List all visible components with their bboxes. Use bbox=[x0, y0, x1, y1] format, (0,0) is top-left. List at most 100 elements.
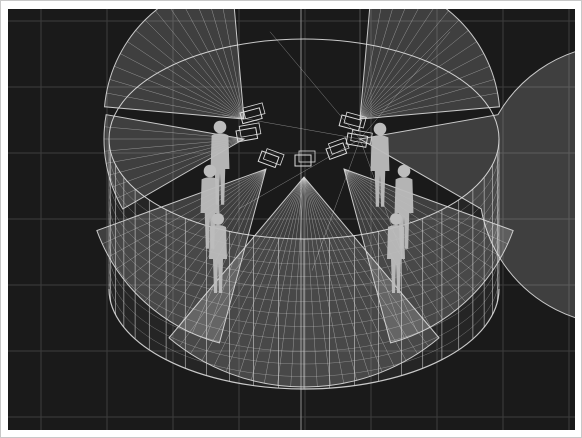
fan-ray bbox=[120, 53, 245, 120]
human-figure-icon[interactable] bbox=[387, 213, 405, 293]
fan-ray bbox=[155, 10, 245, 120]
fan-ray bbox=[127, 41, 245, 120]
fan-ray bbox=[124, 168, 267, 281]
camera-box-front bbox=[235, 126, 259, 143]
fan-ray bbox=[303, 176, 429, 347]
fan-ray bbox=[359, 10, 449, 120]
camera-box-back bbox=[242, 102, 266, 120]
fan-ray bbox=[303, 176, 344, 384]
3d-viewport-canvas[interactable] bbox=[8, 9, 575, 430]
camera-box-icon[interactable] bbox=[235, 122, 262, 143]
fan-ray bbox=[190, 176, 305, 354]
human-figure-icon[interactable] bbox=[370, 122, 390, 207]
fan-ray bbox=[343, 168, 476, 292]
fan-ray bbox=[109, 79, 245, 120]
fan-ray bbox=[134, 168, 267, 292]
figure-head bbox=[203, 164, 217, 178]
human-figure-icon[interactable] bbox=[394, 164, 414, 249]
fan-ray bbox=[359, 9, 393, 120]
fan-ray bbox=[222, 9, 245, 120]
fan-ray bbox=[277, 176, 305, 386]
fan-ray bbox=[135, 30, 245, 120]
fan-ray bbox=[343, 168, 508, 245]
fan-ray bbox=[359, 92, 498, 120]
camera-box-icon[interactable] bbox=[257, 147, 285, 169]
fan-ray bbox=[269, 31, 361, 140]
fan-ray bbox=[303, 176, 370, 377]
fan-ray bbox=[303, 176, 407, 361]
fan-ray bbox=[114, 66, 245, 120]
fan-ray bbox=[359, 9, 382, 120]
camera-box-back bbox=[262, 148, 285, 166]
camera-box-back bbox=[238, 122, 262, 138]
fan-sector bbox=[359, 9, 501, 120]
human-figure-icon[interactable] bbox=[209, 213, 227, 293]
figure-head bbox=[212, 213, 224, 225]
fan-ray bbox=[343, 168, 486, 281]
fan-ray bbox=[303, 176, 357, 381]
fan-ray bbox=[198, 9, 245, 120]
fan-ray bbox=[303, 176, 418, 354]
figure-body bbox=[209, 225, 227, 293]
camera-box-icon[interactable] bbox=[338, 111, 367, 132]
figure-body bbox=[394, 177, 414, 249]
fan-ray bbox=[213, 176, 305, 367]
fan-ray bbox=[359, 19, 460, 120]
coverage-fans bbox=[96, 9, 575, 388]
fan-ray bbox=[264, 176, 305, 384]
figure-head bbox=[390, 213, 402, 225]
fan-ray bbox=[303, 176, 395, 367]
fan-ray bbox=[238, 138, 361, 210]
fan-sector bbox=[358, 51, 575, 318]
fan-ray bbox=[303, 176, 383, 373]
fan-ray bbox=[343, 168, 494, 270]
fan-ray bbox=[359, 9, 434, 120]
fan-ray bbox=[102, 168, 267, 245]
camera-box-icon[interactable] bbox=[294, 150, 316, 167]
fan-ray bbox=[238, 176, 305, 377]
left-upper-fan bbox=[103, 9, 245, 120]
fan-ray bbox=[303, 176, 331, 386]
fan-ray bbox=[359, 41, 477, 120]
fan-ray bbox=[144, 19, 245, 120]
camera-box-icon[interactable] bbox=[345, 129, 373, 148]
camera-boxes[interactable] bbox=[235, 102, 373, 169]
figure-head bbox=[213, 120, 227, 134]
fan-ray bbox=[311, 138, 361, 271]
camera-box-front bbox=[294, 154, 312, 167]
camera-box-front bbox=[257, 150, 280, 169]
fan-ray bbox=[303, 176, 318, 387]
fan-ray bbox=[108, 168, 267, 257]
front-left-fan bbox=[96, 168, 267, 344]
fan-ray bbox=[116, 168, 267, 270]
figure-head bbox=[397, 164, 411, 178]
fan-ray bbox=[211, 9, 245, 120]
figure-body bbox=[370, 135, 390, 207]
fan-ray bbox=[106, 92, 245, 120]
fan-ray bbox=[359, 9, 406, 120]
camera-box-back bbox=[343, 111, 367, 129]
fan-ray bbox=[343, 168, 405, 339]
fan-ray bbox=[251, 176, 305, 381]
fan-ray bbox=[205, 168, 267, 339]
camera-box-back bbox=[350, 129, 373, 145]
fan-ray bbox=[179, 176, 305, 347]
camera-box-front bbox=[345, 132, 369, 148]
fan-ray bbox=[343, 168, 418, 334]
fan-ray bbox=[144, 168, 267, 302]
fan-sector bbox=[103, 9, 245, 120]
camera-box-icon[interactable] bbox=[325, 137, 351, 160]
camera-box-back bbox=[298, 150, 316, 163]
fan-ray bbox=[290, 176, 305, 387]
fan-ray bbox=[359, 9, 419, 120]
fan-ray bbox=[359, 31, 451, 140]
right-upper-fan bbox=[359, 9, 501, 120]
figure-head bbox=[373, 122, 387, 136]
scene-svg[interactable] bbox=[8, 9, 575, 430]
camera-box-front bbox=[325, 142, 348, 160]
camera-box-icon[interactable] bbox=[239, 102, 266, 125]
fan-ray bbox=[222, 114, 361, 140]
camera-box-front bbox=[239, 107, 263, 125]
fan-ray bbox=[359, 53, 484, 120]
